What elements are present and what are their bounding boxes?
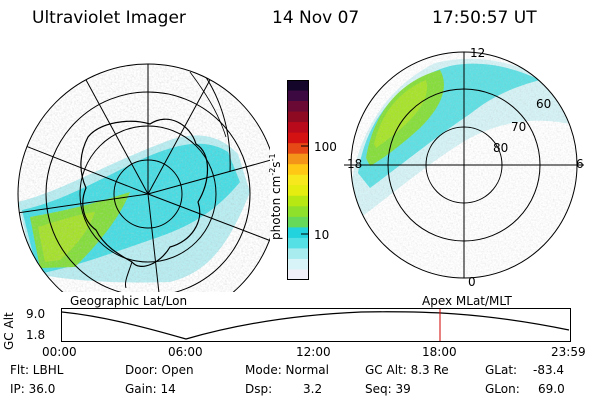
colorbar-segment (287, 101, 309, 113)
mlt-label-6: 6 (576, 157, 584, 171)
dsp-label: Dsp: (245, 382, 273, 396)
glon-label: GLon: (485, 382, 520, 396)
mlt-label-12: 12 (470, 46, 486, 60)
mlt-label-0: 0 (468, 275, 476, 289)
glat-value: -83.4 (533, 363, 565, 377)
gc-alt-info: GC Alt: 8.3 Re (365, 363, 449, 377)
colorbar-label-exp2: -1 (268, 153, 277, 162)
timeline-xtick-0600: 06:00 (168, 345, 203, 359)
colorbar-label-text: photon cm (269, 175, 283, 240)
mlt-label-18: 18 (347, 157, 363, 171)
geographic-caption: Geographic Lat/Lon (70, 294, 188, 308)
mode-info: Mode: Normal (245, 363, 329, 377)
colorbar-label: photon cm-2s-1 (268, 153, 283, 240)
filter-info: Flt: LBHL (10, 363, 64, 377)
altitude-timeline (61, 308, 571, 342)
gain-info: Gain: 14 (125, 382, 176, 396)
door-info: Door: Open (125, 363, 194, 377)
dsp-value: 3.2 (303, 382, 323, 396)
colorbar-segment (287, 143, 309, 155)
colorbar-tick-10: 10 (314, 228, 330, 242)
colorbar-segment (287, 153, 309, 165)
colorbar-segment (287, 248, 309, 260)
mlat-label-70: 70 (511, 120, 527, 134)
glon-value: 69.0 (538, 382, 565, 396)
ip-info: IP: 36.0 (10, 382, 56, 396)
time-label: 17:50:57 UT (432, 8, 537, 28)
date-label: 14 Nov 07 (272, 8, 360, 28)
timeline-xtick-0000: 00:00 (42, 345, 77, 359)
timeline-ylabel-text: GC Alt (2, 312, 16, 350)
timeline-xtick-1800: 18:00 (422, 345, 457, 359)
colorbar-segment (287, 206, 309, 218)
colorbar-segment (287, 174, 309, 186)
colorbar-segment (287, 269, 309, 280)
glat-label: GLat: (485, 363, 518, 377)
colorbar-segment (287, 132, 309, 144)
altitude-curve (61, 311, 570, 340)
colorbar-segment (287, 216, 309, 228)
colorbar-tick-100: 100 (314, 140, 337, 154)
colorbar-segment (287, 80, 309, 92)
colorbar-segment (287, 111, 309, 123)
magnetic-caption: Apex MLat/MLT (422, 294, 512, 308)
timeline-ylabel: GC Alt (2, 312, 16, 350)
instrument-title: Ultraviolet Imager (32, 8, 186, 28)
colorbar-segment (287, 164, 309, 176)
colorbar-segment (287, 258, 309, 271)
geographic-map (17, 63, 270, 292)
timeline-xtick-2359: 23:59 (551, 345, 586, 359)
colorbar-label-s: s (269, 161, 283, 168)
mlat-label-80: 80 (493, 141, 509, 155)
colorbar-segment (287, 122, 309, 134)
colorbar-segment (287, 185, 309, 197)
colorbar-segment (287, 195, 309, 207)
seq-info: Seq: 39 (365, 382, 411, 396)
colorbar (287, 80, 309, 280)
mlat-label-60: 60 (536, 97, 552, 111)
timeline-ytick-1.8: 1.8 (26, 328, 46, 342)
timeline-xtick-1200: 12:00 (296, 345, 331, 359)
timeline-ytick-9: 9.0 (26, 307, 46, 321)
colorbar-label-exp1: -2 (268, 167, 277, 176)
colorbar-segment (287, 90, 309, 102)
colorbar-segment (287, 237, 309, 250)
colorbar-segment (287, 227, 309, 239)
magnetic-polar-map (344, 51, 584, 279)
